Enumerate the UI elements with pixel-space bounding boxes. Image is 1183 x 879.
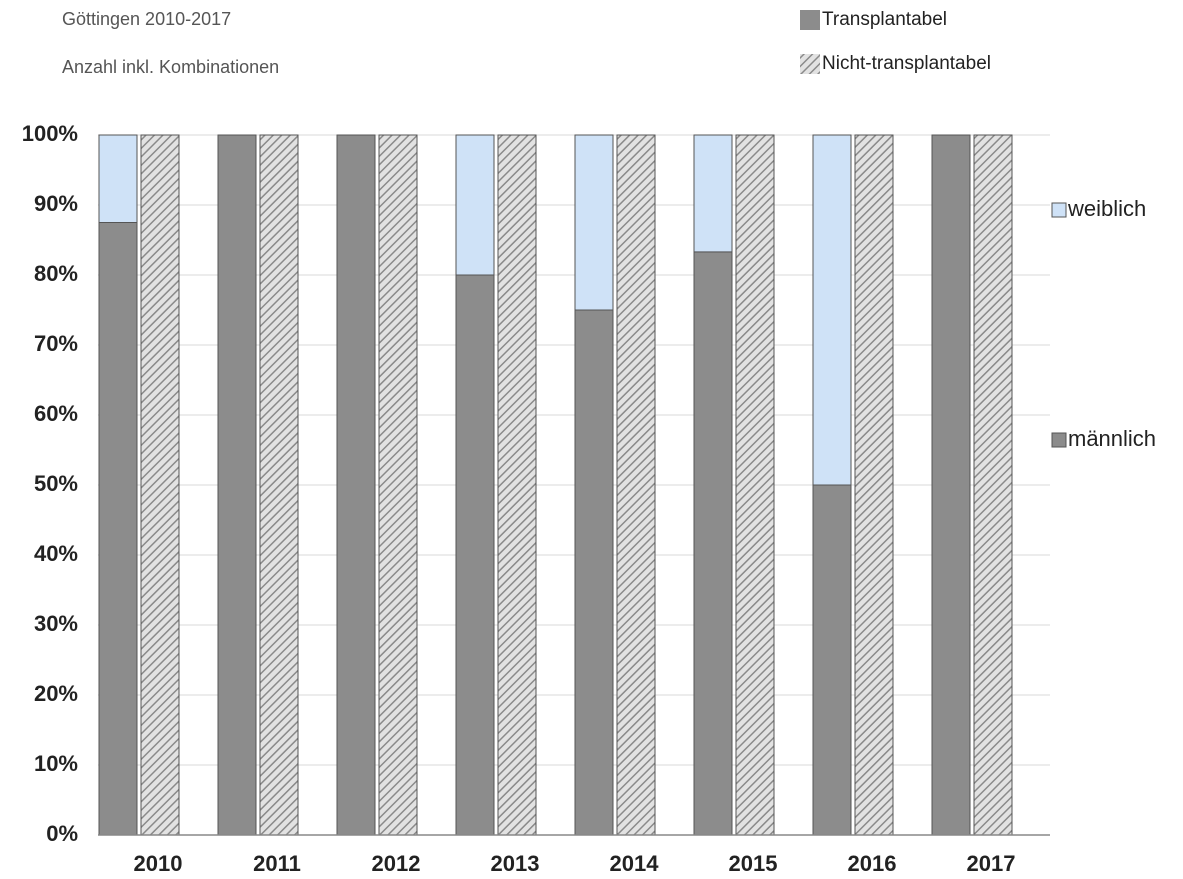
y-tick-label: 70%: [34, 331, 78, 356]
bar-segment: [616, 134, 656, 836]
legend-swatch: [800, 10, 820, 30]
legend-label: Transplantabel: [822, 9, 947, 30]
y-tick-label: 30%: [34, 611, 78, 636]
bar-segment: [259, 134, 299, 836]
bar-segment: [378, 134, 418, 836]
y-tick-label: 40%: [34, 541, 78, 566]
y-tick-label: 50%: [34, 471, 78, 496]
bar-segment: [735, 134, 775, 836]
x-tick-label: 2011: [253, 851, 301, 876]
x-tick-label: 2013: [491, 851, 540, 876]
y-tick-label: 60%: [34, 401, 78, 426]
x-tick-label: 2017: [967, 851, 1016, 876]
bar-segment: [98, 222, 138, 836]
y-tick-label: 20%: [34, 681, 78, 706]
x-tick-label: 2014: [610, 851, 660, 876]
legend-swatch: [1051, 202, 1067, 218]
y-tick-label: 10%: [34, 751, 78, 776]
bar-segment: [336, 134, 376, 836]
legend-label: weiblich: [1067, 196, 1146, 221]
legend-swatch: [1051, 432, 1067, 448]
legend-label: männlich: [1068, 426, 1156, 451]
bar-segment: [140, 134, 180, 836]
note: Anzahl inkl. Kombinationen: [62, 57, 279, 77]
x-tick-label: 2015: [729, 851, 778, 876]
bar-segment: [812, 484, 852, 836]
legend-swatch: [800, 54, 820, 74]
bar-segment: [497, 134, 537, 836]
bar-segment: [574, 309, 614, 836]
bar-segment: [574, 134, 614, 311]
subtitle: Göttingen 2010-2017: [62, 9, 231, 29]
legend-label: Nicht-transplantabel: [822, 53, 991, 74]
x-tick-label: 2016: [848, 851, 897, 876]
bar-segment: [854, 134, 894, 836]
bar-segment: [973, 134, 1013, 836]
y-tick-label: 0%: [46, 821, 78, 846]
x-tick-label: 2012: [372, 851, 421, 876]
bar-segment: [98, 134, 138, 223]
bar-segment: [812, 134, 852, 486]
bar-segment: [693, 251, 733, 836]
bar-segment: [931, 134, 971, 836]
bar-segment: [693, 134, 733, 253]
x-tick-label: 2010: [134, 851, 183, 876]
bar-segment: [455, 274, 495, 836]
bar-segment: [217, 134, 257, 836]
y-tick-label: 100%: [22, 121, 78, 146]
bar-segment: [455, 134, 495, 276]
y-tick-label: 90%: [34, 191, 78, 216]
y-tick-label: 80%: [34, 261, 78, 286]
